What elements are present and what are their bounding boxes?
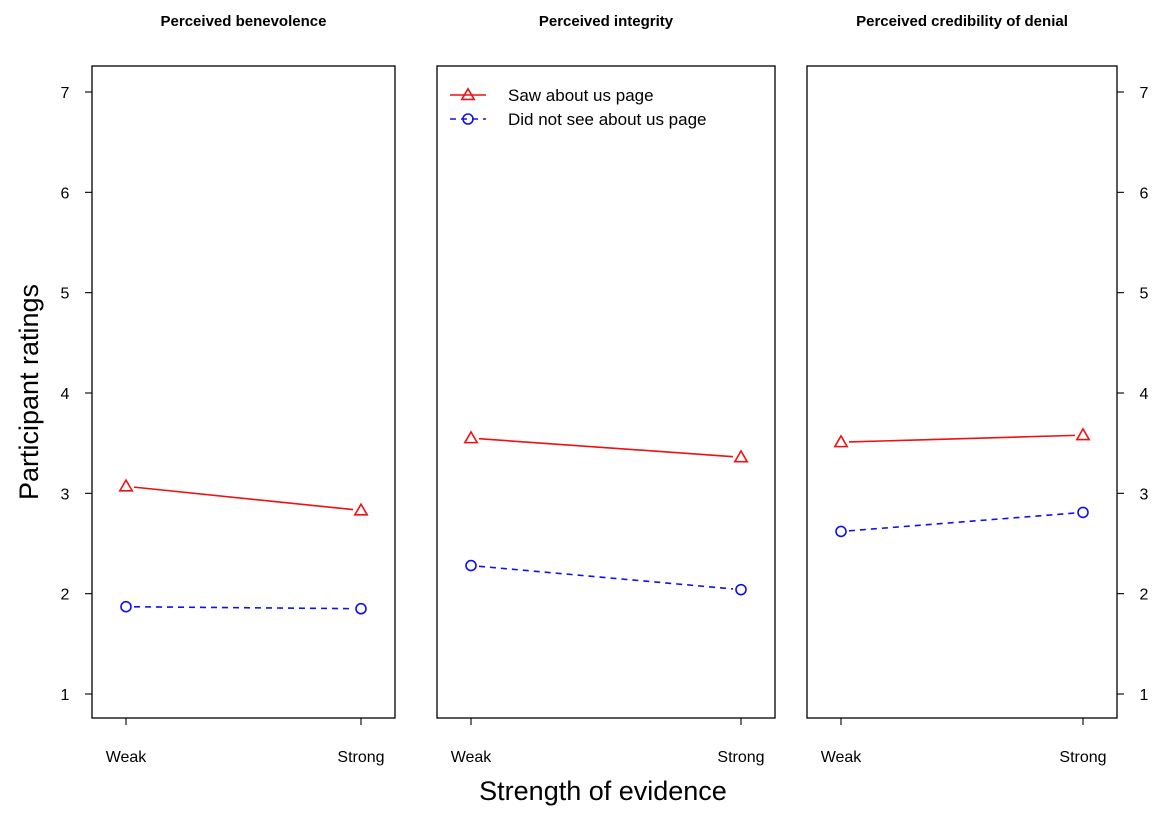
series-saw-about-page — [118, 478, 369, 516]
x-axis-title: Strength of evidence — [479, 776, 727, 806]
y-tick-label: 5 — [61, 286, 70, 303]
panel-frame — [91, 65, 396, 719]
x-tick-label: Weak — [106, 749, 148, 766]
series-did-not-see-about-page — [120, 600, 367, 615]
y-tick-label: 5 — [1140, 286, 1149, 303]
panel-frame — [436, 65, 776, 719]
x-tick-label: Strong — [337, 749, 384, 766]
data-point — [835, 525, 847, 538]
panel-title: Perceived benevolence — [161, 13, 327, 30]
x-tick-label: Weak — [451, 749, 493, 766]
y-tick-label: 2 — [1140, 587, 1149, 604]
data-point — [353, 502, 369, 516]
data-point — [465, 559, 477, 572]
legend-entry: Saw about us page — [450, 86, 654, 105]
data-point — [735, 583, 747, 596]
data-point — [1077, 506, 1089, 519]
data-point — [1075, 427, 1091, 441]
y-tick-label: 1 — [61, 687, 70, 704]
series-line — [133, 605, 354, 610]
legend-entry: Did not see about us page — [450, 110, 706, 129]
series-did-not-see-about-page — [465, 559, 747, 596]
series-line — [848, 512, 1076, 532]
y-tick-label: 4 — [1140, 386, 1149, 403]
x-tick-label: Strong — [717, 749, 764, 766]
series-line — [133, 486, 354, 511]
panel-title: Perceived integrity — [539, 13, 674, 30]
y-tick-label: 7 — [1140, 85, 1149, 102]
series-saw-about-page — [463, 430, 749, 463]
y-tick-label: 6 — [61, 185, 70, 202]
panel-3: Perceived credibility of denial Weak Stron… — [806, 13, 1149, 766]
data-point — [463, 430, 479, 444]
series-line — [478, 437, 734, 458]
panel-1: Perceived benevolence Weak Strong 1 2 3 4 5 6 7 — [61, 13, 396, 766]
panel-title: Perceived credibility of denial — [856, 13, 1068, 30]
legend: Saw about us page Did not see about us pa… — [450, 86, 706, 129]
y-tick-label: 3 — [1140, 486, 1149, 503]
y-axis-title: Participant ratings — [14, 284, 44, 500]
x-tick-label: Strong — [1059, 749, 1106, 766]
series-saw-about-page — [833, 427, 1091, 448]
data-point — [733, 449, 749, 463]
y-tick-label: 4 — [61, 386, 70, 403]
y-tick-label: 1 — [1140, 687, 1149, 704]
legend-marker — [462, 113, 474, 125]
y-tick-label: 6 — [1140, 185, 1149, 202]
legend-marker — [460, 87, 476, 101]
data-point — [355, 602, 367, 615]
series-line — [478, 565, 734, 590]
legend-label: Saw about us page — [508, 86, 654, 105]
y-tick-label: 2 — [61, 587, 70, 604]
series-did-not-see-about-page — [835, 506, 1089, 538]
series-line — [848, 434, 1076, 443]
data-point — [833, 434, 849, 448]
data-point — [120, 600, 132, 613]
y-tick-label: 3 — [61, 486, 70, 503]
panel-frame — [806, 65, 1118, 719]
y-tick-label: 7 — [61, 85, 70, 102]
legend-label: Did not see about us page — [508, 110, 706, 129]
data-point — [118, 478, 134, 492]
x-tick-label: Weak — [821, 749, 863, 766]
panel-2: Perceived integrity Weak Strong — [436, 13, 776, 766]
